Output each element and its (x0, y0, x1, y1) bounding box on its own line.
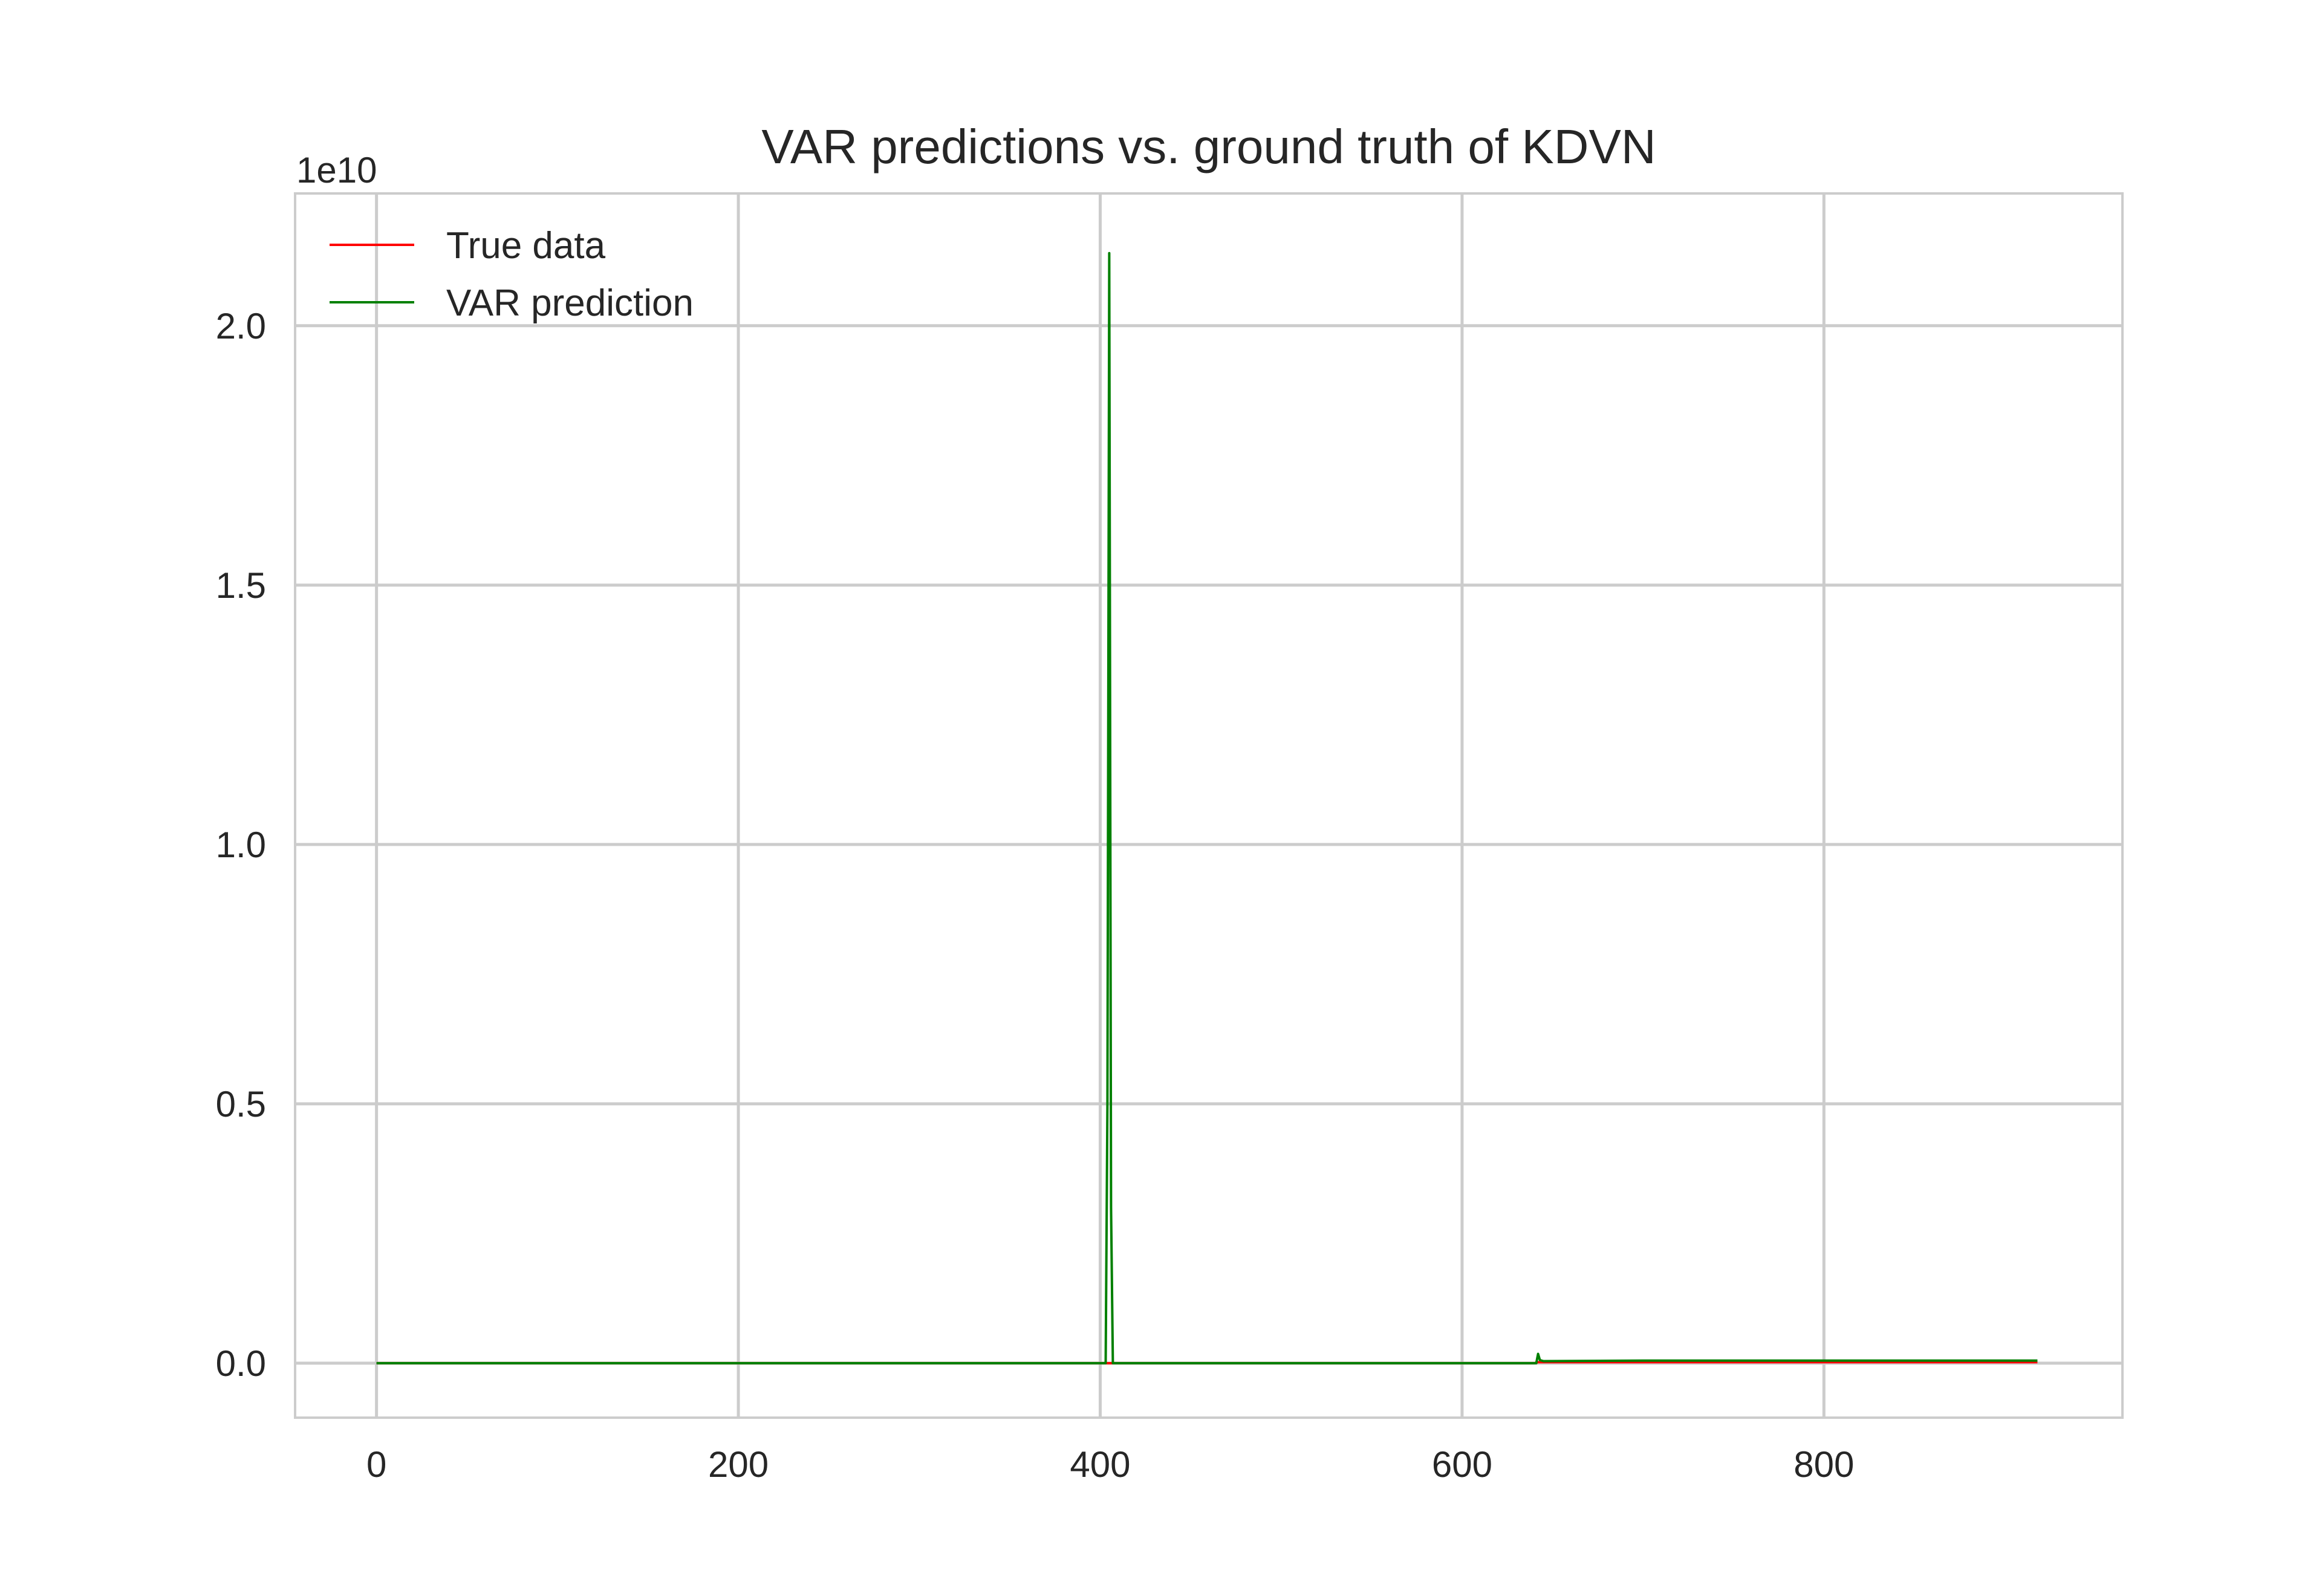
x-tick-label: 0 (366, 1444, 386, 1485)
legend: True data VAR prediction (330, 225, 694, 324)
y-tick-label: 2.0 (216, 306, 266, 346)
x-tick-label: 400 (1070, 1444, 1130, 1485)
y-axis-offset-label: 1e10 (296, 150, 377, 190)
x-tick-label: 600 (1432, 1444, 1492, 1485)
x-tick-label: 200 (708, 1444, 769, 1485)
y-tick-label: 0.0 (216, 1343, 266, 1384)
y-gridlines (295, 324, 2122, 1365)
y-tick-label: 1.0 (216, 825, 266, 865)
chart-title: VAR predictions vs. ground truth of KDVN (761, 120, 1656, 174)
y-tick-label: 0.5 (216, 1084, 266, 1124)
series-line-var-prediction (376, 251, 2038, 1364)
y-tick-labels: 0.0 0.5 1.0 1.5 2.0 (216, 306, 266, 1384)
y-tick-label: 1.5 (216, 565, 266, 606)
x-tick-labels: 0 200 400 600 800 (366, 1444, 1854, 1485)
series-layer (376, 251, 2038, 1364)
x-gridlines (375, 193, 1826, 1418)
legend-label: True data (446, 225, 606, 267)
plot-area-frame (294, 192, 2124, 1419)
legend-label: VAR prediction (446, 282, 694, 324)
x-tick-label: 800 (1794, 1444, 1854, 1485)
